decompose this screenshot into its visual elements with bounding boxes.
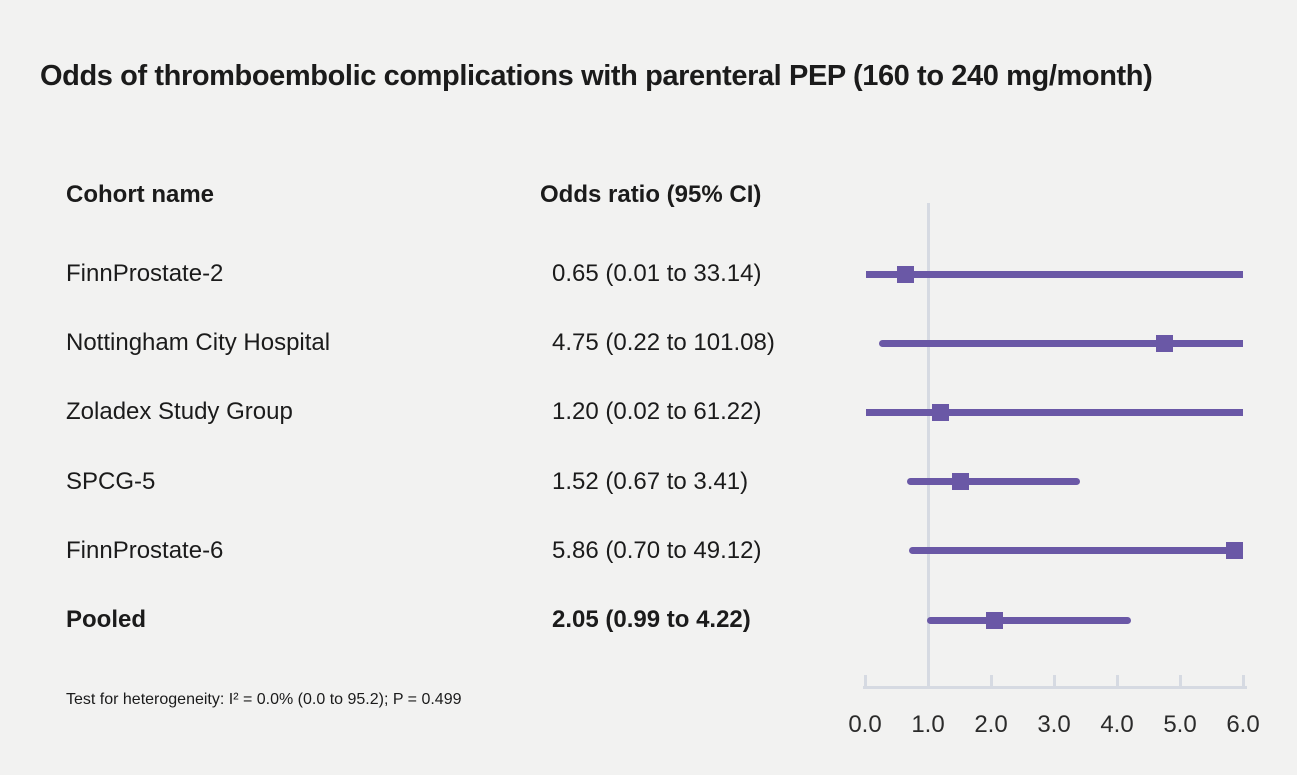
confidence-interval-line [865, 270, 1243, 278]
cohort-name: FinnProstate-2 [66, 260, 224, 287]
cohort-name: FinnProstate-6 [66, 537, 224, 564]
odds-ratio-value: 1.20 (0.02 to 61.22) [552, 398, 762, 425]
x-axis-tick [863, 675, 867, 686]
cohort-name: Nottingham City Hospital [66, 329, 331, 356]
pooled-estimate-marker [985, 611, 1003, 629]
confidence-interval-line [866, 408, 1243, 416]
x-tick-label: 0.0 [848, 711, 882, 738]
x-axis-tick [926, 675, 930, 686]
x-axis-line [863, 686, 1247, 689]
confidence-interval-line [878, 339, 1243, 347]
x-axis-tick [1052, 675, 1056, 686]
table-row-pooled: Pooled 2.05 (0.99 to 4.22) [0, 605, 860, 635]
confidence-interval-line [907, 478, 1080, 486]
x-tick-label: 4.0 [1100, 711, 1134, 738]
x-axis-tick [1241, 675, 1245, 686]
column-header-odds-ratio: Odds ratio (95% CI) [540, 181, 762, 208]
x-axis-tick [1115, 675, 1119, 686]
table-row: FinnProstate-2 0.65 (0.01 to 33.14) [0, 259, 860, 289]
x-tick-label: 5.0 [1163, 711, 1197, 738]
table-row: Nottingham City Hospital 4.75 (0.22 to 1… [0, 328, 860, 358]
x-tick-label: 3.0 [1037, 711, 1071, 738]
table-row: Zoladex Study Group 1.20 (0.02 to 61.22) [0, 397, 860, 427]
table-row: SPCG-5 1.52 (0.67 to 3.41) [0, 467, 860, 497]
odds-ratio-value: 4.75 (0.22 to 101.08) [552, 329, 775, 356]
table-row: FinnProstate-6 5.86 (0.70 to 49.12) [0, 536, 860, 566]
odds-ratio-value: 0.65 (0.01 to 33.14) [552, 260, 762, 287]
cohort-name: Zoladex Study Group [66, 398, 293, 425]
column-header-cohort: Cohort name [66, 181, 215, 208]
cohort-name: SPCG-5 [66, 468, 156, 495]
plot-area [863, 203, 1247, 689]
x-tick-label: 2.0 [974, 711, 1008, 738]
point-estimate-marker [932, 403, 950, 421]
x-tick-label: 6.0 [1226, 711, 1260, 738]
point-estimate-marker [1225, 542, 1243, 560]
confidence-interval-line [927, 616, 1131, 624]
cohort-name: Pooled [66, 606, 147, 633]
odds-ratio-value: 5.86 (0.70 to 49.12) [552, 537, 762, 564]
x-axis-tick [989, 675, 993, 686]
reference-line [926, 203, 930, 689]
x-tick-label: 1.0 [911, 711, 945, 738]
point-estimate-marker [1155, 334, 1173, 352]
odds-ratio-value: 1.52 (0.67 to 3.41) [552, 468, 749, 495]
heterogeneity-footnote: Test for heterogeneity: I² = 0.0% (0.0 t… [66, 691, 462, 708]
page-title: Odds of thromboembolic complications wit… [40, 60, 1153, 92]
x-axis-tick-labels: 0.0 1.0 2.0 3.0 4.0 5.0 6.0 [843, 711, 1265, 739]
point-estimate-marker [952, 473, 970, 491]
confidence-interval-line [909, 547, 1243, 555]
point-estimate-marker [897, 265, 915, 283]
x-axis-tick [1178, 675, 1182, 686]
odds-ratio-value: 2.05 (0.99 to 4.22) [552, 606, 751, 633]
